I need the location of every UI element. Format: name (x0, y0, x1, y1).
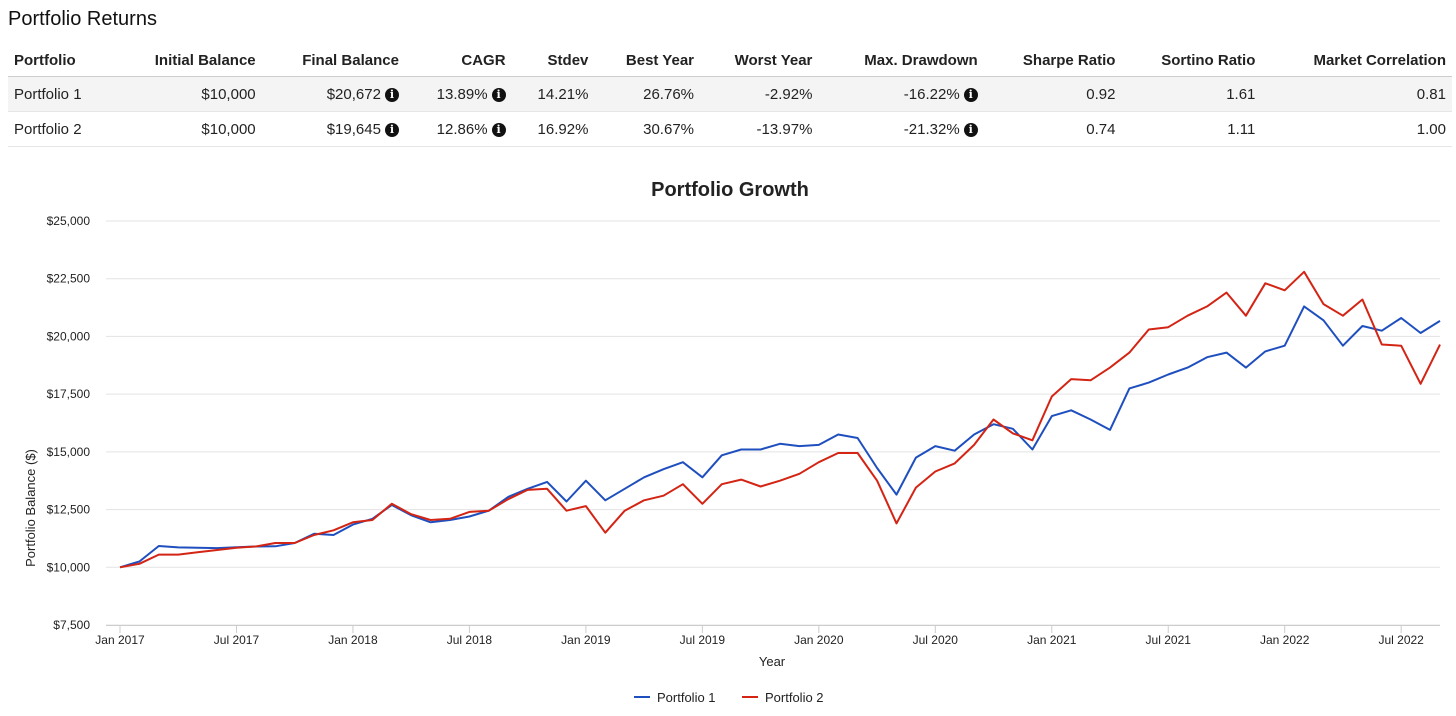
cell-initial-balance: $10,000 (112, 76, 262, 112)
x-tick-label: Jan 2022 (1260, 633, 1310, 647)
col-initial-balance[interactable]: Initial Balance (112, 44, 262, 77)
y-gridlines (106, 220, 1440, 626)
x-tick-label: Jul 2017 (214, 633, 260, 647)
col-portfolio[interactable]: Portfolio (8, 44, 113, 77)
col-cagr[interactable]: CAGR (404, 44, 512, 77)
cell-portfolio: Portfolio 2 (8, 111, 113, 147)
y-axis-ticks: $7,500 $10,000 $12,500 $15,000 $17,500 $20,00… (47, 214, 91, 632)
cell-max-drawdown: -21.32% i (818, 111, 984, 147)
cell-max-drawdown: -16.22% i (818, 76, 984, 112)
chart-legend: Portfolio 1 Portfolio 2 (634, 690, 824, 705)
y-tick-label: $20,000 (47, 329, 91, 343)
cell-value: $19,645 (326, 120, 381, 138)
cell-worst-year: -2.92% (700, 76, 819, 112)
x-tick-label: Jan 2019 (561, 633, 611, 647)
cell-cagr: 12.86% i (404, 111, 512, 147)
cell-sharpe-ratio: 0.74 (983, 111, 1122, 147)
col-sharpe-ratio[interactable]: Sharpe Ratio (983, 44, 1122, 77)
y-tick-label: $25,000 (47, 214, 91, 228)
cell-sortino-ratio: 1.11 (1121, 111, 1262, 147)
cell-sharpe-ratio: 0.92 (983, 76, 1122, 112)
cell-portfolio: Portfolio 1 (8, 76, 113, 112)
col-final-balance[interactable]: Final Balance (261, 44, 405, 77)
x-tick-label: Jul 2020 (913, 633, 959, 647)
y-tick-label: $12,500 (47, 503, 91, 517)
cell-initial-balance: $10,000 (112, 111, 262, 147)
info-circle-icon[interactable]: i (963, 87, 978, 102)
table-row: Portfolio 2 $10,000 $19,645 i 12.86% i 16.… (8, 111, 1452, 147)
cell-market-correlation: 0.81 (1261, 76, 1452, 112)
cell-best-year: 30.67% (594, 111, 700, 147)
col-worst-year[interactable]: Worst Year (700, 44, 819, 77)
info-circle-icon[interactable]: i (491, 87, 506, 102)
legend-label-2: Portfolio 2 (765, 690, 824, 705)
series-lines (119, 270, 1441, 569)
y-tick-label: $15,000 (47, 445, 91, 459)
y-tick-label: $22,500 (47, 272, 91, 286)
portfolio-growth-chart: Portfolio Growth $7,500 $10,000 $12,500 $15… (23, 179, 1441, 705)
col-stdev[interactable]: Stdev (511, 44, 595, 77)
series-line-1 (119, 305, 1441, 569)
col-best-year[interactable]: Best Year (594, 44, 700, 77)
cell-sortino-ratio: 1.61 (1121, 76, 1262, 112)
x-axis-title: Year (759, 654, 786, 669)
x-tick-label: Jul 2022 (1378, 633, 1424, 647)
col-market-correlation[interactable]: Market Correlation (1261, 44, 1452, 77)
info-circle-icon[interactable]: i (491, 122, 506, 137)
cell-value: -16.22% (903, 85, 960, 103)
cell-worst-year: -13.97% (700, 111, 819, 147)
x-tick-label: Jan 2017 (95, 633, 145, 647)
x-tick-label: Jan 2021 (1027, 633, 1077, 647)
info-circle-icon[interactable]: i (963, 122, 978, 137)
x-tick-label: Jan 2018 (328, 633, 378, 647)
x-tick-label: Jan 2020 (794, 633, 844, 647)
cell-value: 12.86% (436, 120, 488, 138)
cell-value: -21.32% (903, 120, 960, 138)
chart-title: Portfolio Growth (651, 179, 809, 201)
page-title: Portfolio Returns (8, 8, 157, 30)
cell-market-correlation: 1.00 (1261, 111, 1452, 147)
table-row: Portfolio 1 $10,000 $20,672 i 13.89% i 14.… (8, 76, 1452, 112)
series-line-2 (119, 270, 1441, 569)
x-axis-ticks: Jan 2017 Jul 2017 Jan 2018 Jul 2018 Jan 2019… (95, 625, 1424, 647)
info-circle-icon[interactable]: i (384, 122, 399, 137)
x-tick-label: Jul 2018 (447, 633, 493, 647)
cell-final-balance: $20,672 i (261, 76, 405, 112)
cell-value: $20,672 (326, 85, 381, 103)
legend-label-1: Portfolio 1 (657, 690, 716, 705)
col-sortino-ratio[interactable]: Sortino Ratio (1121, 44, 1262, 77)
y-tick-label: $10,000 (47, 560, 91, 574)
info-circle-icon[interactable]: i (384, 87, 399, 102)
y-tick-label: $17,500 (47, 387, 91, 401)
cell-stdev: 14.21% (511, 76, 595, 112)
x-tick-label: Jul 2021 (1146, 633, 1192, 647)
y-tick-label: $7,500 (53, 618, 90, 632)
table-header-row: Portfolio Initial Balance Final Balance … (8, 44, 1452, 77)
cell-stdev: 16.92% (511, 111, 595, 147)
cell-cagr: 13.89% i (404, 76, 512, 112)
col-max-drawdown[interactable]: Max. Drawdown (818, 44, 984, 77)
cell-final-balance: $19,645 i (261, 111, 405, 147)
x-tick-label: Jul 2019 (680, 633, 726, 647)
y-axis-title: Portfolio Balance ($) (23, 449, 38, 567)
portfolio-returns-table: Portfolio Initial Balance Final Balance … (8, 44, 1452, 147)
cell-best-year: 26.76% (594, 76, 700, 112)
cell-value: 13.89% (436, 85, 488, 103)
